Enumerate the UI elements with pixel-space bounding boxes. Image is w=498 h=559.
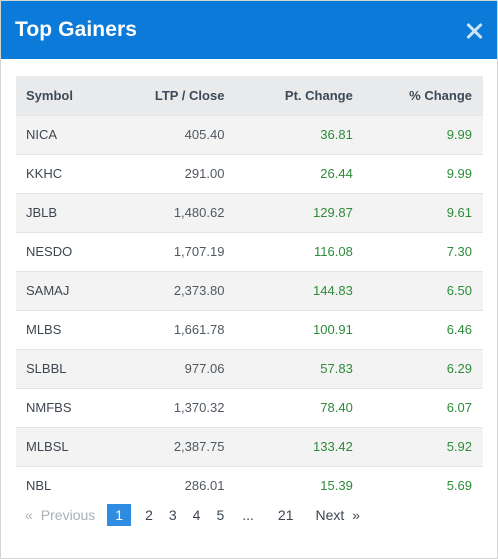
pct-change-cell: 7.30 [446,244,472,259]
pct-change-cell: 5.92 [446,439,472,454]
symbol-cell[interactable]: JBLB [26,205,58,220]
symbol-cell[interactable]: NESDO [26,244,73,259]
column-header-pt-change: Pt. Change [284,87,353,103]
next-label: Next [315,507,345,523]
ltp-cell: 1,480.62 [173,205,225,220]
table-row[interactable]: JBLB 1,480.62 129.87 9.61 [16,193,483,232]
table-row[interactable]: NMFBS 1,370.32 78.40 6.07 [16,388,483,427]
table-row[interactable]: SAMAJ 2,373.80 144.83 6.50 [16,271,483,310]
pt-change-cell: 129.87 [313,205,353,220]
pct-change-cell: 6.07 [446,400,472,415]
previous-page-button[interactable]: « Previous [25,504,105,526]
pt-change-cell: 116.08 [314,244,353,259]
page-button-1[interactable]: 1 [107,504,132,526]
page-button-5[interactable]: 5 [216,507,225,523]
pagination: « Previous 1 2 3 4 5 ... 21 Next » [25,504,368,526]
pt-change-cell: 36.81 [320,127,353,142]
table-row[interactable]: MLBSL 2,387.75 133.42 5.92 [16,427,483,466]
next-arrow-icon: » [352,507,361,523]
symbol-cell[interactable]: SLBBL [26,361,67,376]
ltp-cell: 286.01 [184,478,225,494]
ltp-cell: 291.00 [184,166,225,181]
pagination-ellipsis: ... [242,507,254,523]
symbol-cell[interactable]: MLBSL [26,439,69,454]
close-icon[interactable] [465,22,483,40]
pct-change-cell: 9.61 [446,205,472,220]
pct-change-cell: 9.99 [446,166,472,181]
table-row[interactable]: KKHC 291.00 26.44 9.99 [16,154,483,193]
page-button-4[interactable]: 4 [192,507,201,523]
pt-change-cell: 133.42 [313,439,353,454]
page-button-2[interactable]: 2 [145,507,153,523]
table-row[interactable]: NICA 405.40 36.81 9.99 [16,115,483,154]
ltp-cell: 1,707.19 [173,244,225,259]
ltp-cell: 977.06 [184,361,225,376]
modal-header: Top Gainers [1,1,497,59]
table-row[interactable]: NESDO 1,707.19 116.08 7.30 [16,232,483,271]
pt-change-cell: 57.83 [320,361,353,376]
ltp-cell: 2,373.80 [173,283,225,298]
symbol-cell[interactable]: KKHC [26,166,63,181]
pt-change-cell: 144.83 [313,283,353,298]
pct-change-cell: 6.50 [446,283,472,298]
next-page-button[interactable]: Next » [308,504,369,526]
column-header-pct-change: % Change [409,87,472,103]
ltp-cell: 2,387.75 [173,439,225,454]
pct-change-cell: 6.46 [446,322,472,337]
symbol-cell[interactable]: SAMAJ [26,283,70,298]
column-header-ltp: LTP / Close [154,87,225,103]
modal-title: Top Gainers [15,18,138,41]
previous-arrow-icon: « [25,507,33,523]
pt-change-cell: 26.44 [320,166,353,181]
ltp-cell: 1,370.32 [173,400,225,415]
pt-change-cell: 78.40 [320,400,353,415]
table-row[interactable]: NBL 286.01 15.39 5.69 [16,466,483,505]
previous-label: Previous [40,507,96,523]
ltp-cell: 1,661.78 [173,322,225,337]
gainers-table: Symbol LTP / Close Pt. Change % Change N… [16,76,483,505]
page-button-3[interactable]: 3 [168,507,177,523]
table-row[interactable]: MLBS 1,661.78 100.91 6.46 [16,310,483,349]
column-header-symbol: Symbol [26,87,73,103]
ltp-cell: 405.40 [184,127,225,142]
gainers-table-container: Symbol LTP / Close Pt. Change % Change N… [16,76,483,505]
pt-change-cell: 15.39 [320,478,353,494]
table-header-row: Symbol LTP / Close Pt. Change % Change [16,76,483,115]
pct-change-cell: 5.69 [446,478,472,494]
page-button-21[interactable]: 21 [277,507,294,523]
pct-change-cell: 9.99 [446,127,472,142]
symbol-cell[interactable]: NBL [26,478,52,494]
pt-change-cell: 100.91 [313,322,353,337]
table-row[interactable]: SLBBL 977.06 57.83 6.29 [16,349,483,388]
symbol-cell[interactable]: MLBS [26,322,62,337]
pct-change-cell: 6.29 [446,361,472,376]
symbol-cell[interactable]: NMFBS [26,400,72,415]
symbol-cell[interactable]: NICA [26,127,58,142]
